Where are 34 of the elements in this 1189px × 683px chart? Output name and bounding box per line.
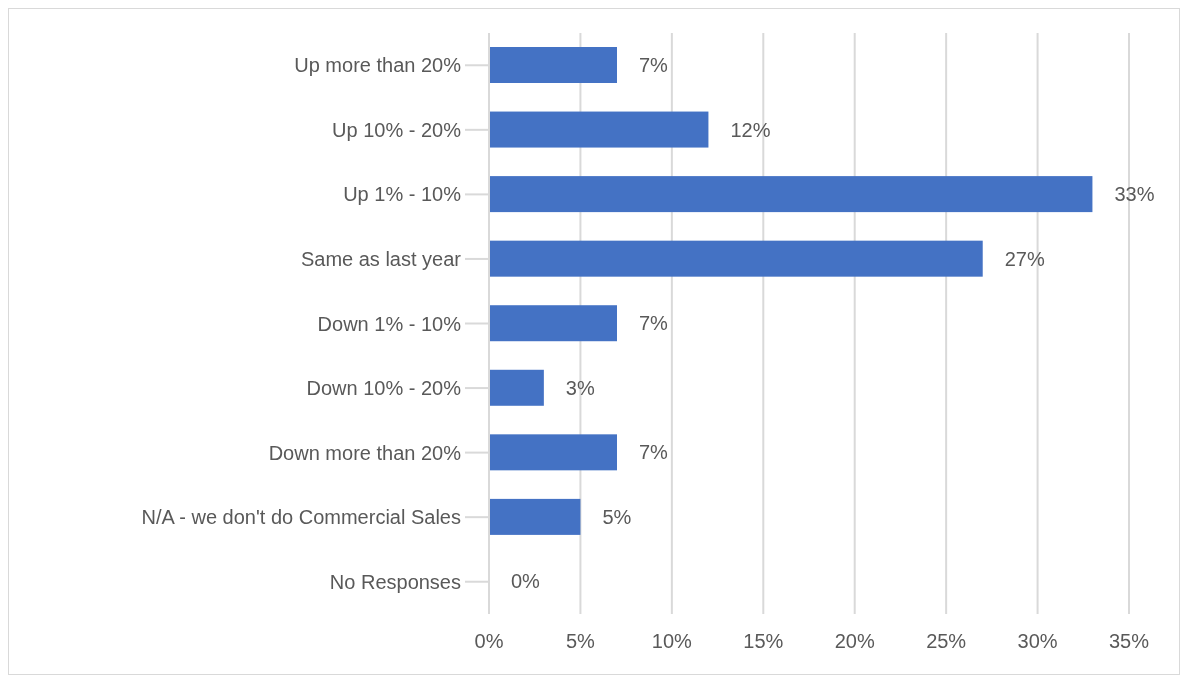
bar [489,498,581,535]
x-tick-label: 20% [834,630,875,653]
x-tick-label: 5% [565,630,596,653]
data-label: 5% [602,505,632,528]
data-label: 7% [639,441,669,464]
bar [489,434,617,471]
x-tick-label: 25% [926,630,967,653]
data-label: 12% [730,118,771,141]
y-tick-label: Up more than 20% [294,54,462,77]
data-label: 33% [1114,183,1155,206]
y-tick-label: Down more than 20% [268,441,462,464]
y-tick-label: Down 1% - 10% [317,312,462,335]
bar [489,176,1093,213]
x-tick-label: 0% [474,630,504,653]
data-label: 7% [639,54,669,76]
y-tick-label: Up 1% - 10% [343,183,462,206]
y-tick-label: No Responses [329,570,461,593]
y-tick-label: Down 10% - 20% [306,377,462,400]
y-tick-label: Up 10% - 20% [332,118,462,141]
x-tick-label: 35% [1108,630,1150,653]
data-label: 3% [565,376,595,399]
y-tick-label: Same as last year [300,248,462,271]
data-label: 7% [639,312,669,335]
x-tick-label: 10% [651,630,693,653]
x-tick-label: 30% [1017,630,1058,653]
bar [489,47,617,83]
y-tick-label: N/A - we don't do Commercial Sales [141,506,461,529]
bar [489,369,544,406]
data-label: 27% [1004,247,1045,270]
bar [489,240,983,277]
data-label: 0% [511,570,541,593]
bar [489,305,617,342]
x-tick-label: 15% [743,630,784,653]
bar [489,111,709,148]
